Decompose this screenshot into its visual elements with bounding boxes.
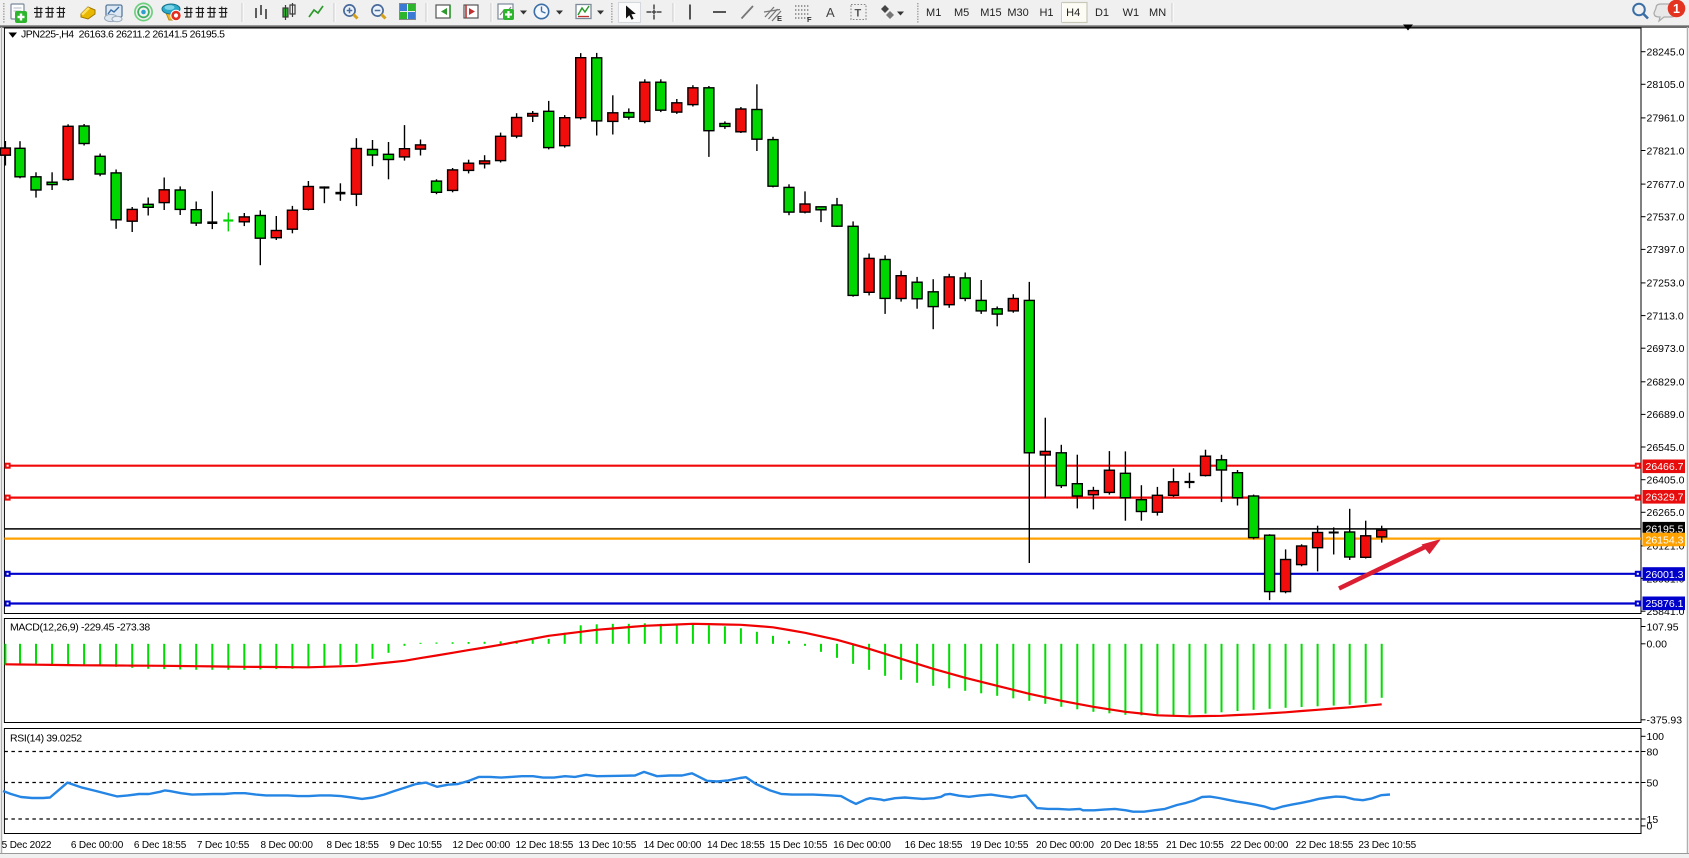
svg-text:28105.0: 28105.0: [1647, 79, 1685, 91]
svg-text:12 Dec 18:55: 12 Dec 18:55: [515, 840, 573, 851]
svg-text:26001.3: 26001.3: [1646, 569, 1684, 581]
svg-text:107.95: 107.95: [1647, 621, 1679, 633]
svg-text:13 Dec 10:55: 13 Dec 10:55: [578, 840, 636, 851]
svg-text:14 Dec 18:55: 14 Dec 18:55: [707, 840, 765, 851]
svg-text:20 Dec 18:55: 20 Dec 18:55: [1101, 840, 1159, 851]
svg-text:5 Dec 2022: 5 Dec 2022: [2, 840, 52, 851]
svg-text:F: F: [807, 15, 812, 24]
svg-text:RSI(14) 39.0252: RSI(14) 39.0252: [10, 733, 82, 745]
svg-text:27537.0: 27537.0: [1647, 212, 1685, 224]
svg-text:27253.0: 27253.0: [1647, 278, 1685, 290]
svg-text:15 Dec 10:55: 15 Dec 10:55: [770, 840, 828, 851]
svg-text:M5: M5: [954, 7, 969, 19]
svg-text:8 Dec 00:00: 8 Dec 00:00: [260, 840, 313, 851]
svg-text:7 Dec 10:55: 7 Dec 10:55: [197, 840, 250, 851]
svg-text:H1: H1: [1039, 7, 1053, 19]
svg-text:26329.7: 26329.7: [1646, 492, 1684, 504]
svg-text:22 Dec 18:55: 22 Dec 18:55: [1295, 840, 1353, 851]
svg-text:26829.0: 26829.0: [1647, 377, 1685, 389]
svg-text:M1: M1: [926, 7, 941, 19]
svg-text:26195.5: 26195.5: [1646, 524, 1684, 536]
svg-text:12 Dec 00:00: 12 Dec 00:00: [452, 840, 510, 851]
svg-text:H4: H4: [1066, 7, 1080, 19]
svg-text:100: 100: [1647, 731, 1665, 743]
svg-text:27677.0: 27677.0: [1647, 179, 1685, 191]
svg-text:T: T: [855, 8, 862, 20]
svg-text:15: 15: [1647, 814, 1659, 826]
svg-text:80: 80: [1647, 746, 1659, 758]
svg-text:25876.1: 25876.1: [1646, 598, 1684, 610]
svg-text:MN: MN: [1149, 7, 1166, 19]
svg-text:16 Dec 00:00: 16 Dec 00:00: [833, 840, 891, 851]
svg-text:A: A: [826, 5, 835, 20]
svg-text:-375.93: -375.93: [1647, 715, 1683, 727]
svg-text:0: 0: [1647, 821, 1653, 833]
svg-text:W1: W1: [1123, 7, 1140, 19]
svg-text:27113.0: 27113.0: [1647, 310, 1684, 322]
svg-text:E: E: [777, 14, 782, 23]
svg-text:26405.0: 26405.0: [1647, 475, 1685, 487]
svg-text:6 Dec 18:55: 6 Dec 18:55: [134, 840, 187, 851]
svg-text:1: 1: [1673, 2, 1680, 16]
svg-text:28245.0: 28245.0: [1647, 47, 1685, 59]
svg-text:6 Dec 00:00: 6 Dec 00:00: [71, 840, 124, 851]
svg-text:26466.7: 26466.7: [1646, 461, 1684, 473]
svg-text:27961.0: 27961.0: [1647, 113, 1685, 125]
svg-text:21 Dec 10:55: 21 Dec 10:55: [1166, 840, 1224, 851]
svg-text:26545.0: 26545.0: [1647, 442, 1685, 454]
svg-text:26689.0: 26689.0: [1647, 409, 1685, 421]
svg-text:26154.3: 26154.3: [1646, 534, 1684, 546]
svg-text:22 Dec 00:00: 22 Dec 00:00: [1230, 840, 1288, 851]
svg-text:M30: M30: [1007, 7, 1028, 19]
svg-text:27397.0: 27397.0: [1647, 244, 1685, 256]
svg-text:MACD(12,26,9) -229.45 -273.38: MACD(12,26,9) -229.45 -273.38: [10, 622, 150, 634]
svg-text:16 Dec 18:55: 16 Dec 18:55: [905, 840, 963, 851]
svg-text:27821.0: 27821.0: [1647, 145, 1685, 157]
svg-text:19 Dec 10:55: 19 Dec 10:55: [971, 840, 1029, 851]
svg-text:9 Dec 10:55: 9 Dec 10:55: [390, 840, 443, 851]
svg-text:8 Dec 18:55: 8 Dec 18:55: [326, 840, 379, 851]
svg-text:14 Dec 00:00: 14 Dec 00:00: [643, 840, 701, 851]
svg-text:23 Dec 10:55: 23 Dec 10:55: [1358, 840, 1416, 851]
svg-text:50: 50: [1647, 777, 1659, 789]
svg-text:M15: M15: [980, 7, 1001, 19]
svg-text:D1: D1: [1095, 7, 1109, 19]
svg-text:26265.0: 26265.0: [1647, 507, 1685, 519]
svg-text:JPN225-,H4 26163.6 26211.2 26: JPN225-,H4 26163.6 26211.2 26141.5 26195…: [21, 29, 225, 41]
svg-text:26973.0: 26973.0: [1647, 343, 1685, 355]
svg-text:20 Dec 00:00: 20 Dec 00:00: [1036, 840, 1094, 851]
svg-text:0.00: 0.00: [1647, 639, 1668, 651]
